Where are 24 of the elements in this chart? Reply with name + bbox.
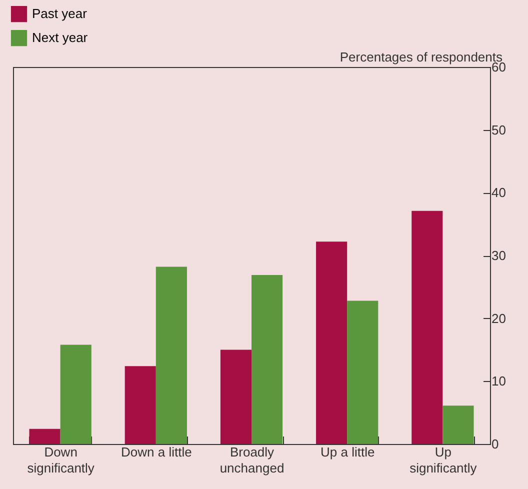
bar [412, 210, 443, 444]
bar [220, 350, 252, 444]
y-tick-label: 10 [492, 374, 506, 389]
bar [156, 266, 187, 444]
y-tick-label: 0 [492, 436, 499, 452]
y-tick-label: 40 [492, 185, 506, 200]
x-tick-label: Up significantly [410, 444, 478, 476]
x-tick-label: Broadly unchanged [220, 444, 284, 476]
legend-label: Past year [32, 6, 88, 21]
bar [60, 344, 92, 444]
y-axis-title: Percentages of respondents [340, 50, 503, 64]
legend-label: Next year [32, 30, 88, 45]
x-tick-label: Down significantly [27, 444, 95, 476]
x-tick-label: Up a little [320, 444, 375, 460]
x-tick-label: Down a little [121, 444, 192, 460]
bar [442, 406, 474, 444]
bar [316, 242, 348, 444]
bar [252, 274, 283, 444]
y-tick-label: 20 [492, 310, 506, 326]
y-tick-label: 30 [492, 248, 506, 263]
y-tick-label: 50 [492, 122, 506, 138]
bar [347, 300, 378, 444]
bar [29, 428, 60, 444]
bar [124, 366, 156, 444]
